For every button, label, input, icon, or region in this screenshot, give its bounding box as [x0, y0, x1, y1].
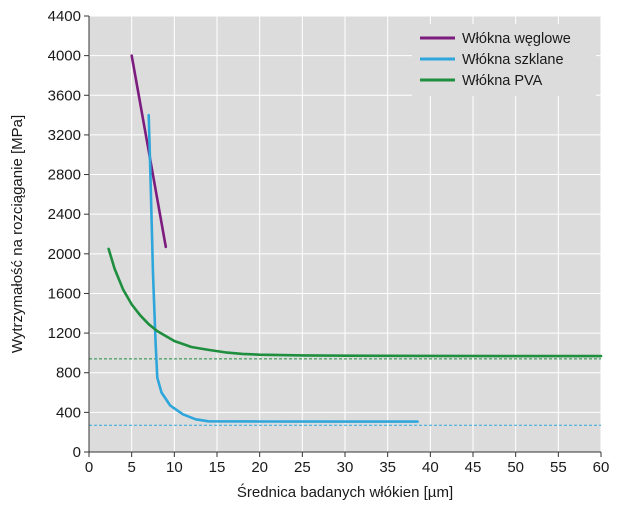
x-tick-label: 40: [422, 459, 439, 476]
x-tick-label: 5: [127, 459, 135, 476]
y-tick-label: 400: [56, 404, 81, 421]
x-tick-label: 60: [593, 459, 610, 476]
y-tick-label: 1200: [48, 325, 81, 342]
x-tick-label: 35: [379, 459, 396, 476]
y-tick-label: 1600: [48, 285, 81, 302]
y-axis-title: Wytrzymałość na rozciąganie [MPa]: [9, 115, 26, 353]
legend-label: Włókna szklane: [462, 52, 564, 68]
y-tick-label: 4400: [48, 8, 81, 25]
y-tick-label: 800: [56, 365, 81, 382]
legend-label: Włókna węglowe: [462, 31, 571, 47]
series-group: [107, 54, 603, 423]
y-tick-label: 0: [73, 444, 81, 461]
y-tick-label: 3200: [48, 127, 81, 144]
y-tick-label: 3600: [48, 87, 81, 104]
x-axis-title: Średnica badanych włókien [µm]: [237, 483, 453, 501]
x-tick-label: 25: [294, 459, 311, 476]
x-tick-label: 30: [337, 459, 354, 476]
y-tick-label: 4000: [48, 48, 81, 65]
y-tick-label: 2000: [48, 246, 81, 263]
x-ticks: 0 5 10 15 20 25 30 35 40 45 50 55 60: [85, 452, 610, 476]
reference-lines: [89, 358, 601, 426]
y-ticks: 0 400 800 1200 1600 2000 2400 2800 3200 3600 4000 4…: [48, 8, 89, 461]
x-tick-label: 15: [209, 459, 226, 476]
series-line-wlokna-szklane: [147, 113, 419, 423]
series-line-wlokna-pva: [107, 247, 603, 358]
y-tick-label: 2400: [48, 206, 81, 223]
legend: Włókna węglowe Włókna szklane Włókna PVA: [412, 24, 596, 96]
x-tick-label: 0: [85, 459, 93, 476]
y-tick-label: 2800: [48, 167, 81, 184]
x-tick-label: 10: [166, 459, 183, 476]
x-tick-label: 45: [465, 459, 482, 476]
x-tick-label: 20: [251, 459, 268, 476]
x-tick-label: 50: [507, 459, 524, 476]
legend-label: Włókna PVA: [462, 73, 543, 89]
x-tick-label: 55: [550, 459, 567, 476]
